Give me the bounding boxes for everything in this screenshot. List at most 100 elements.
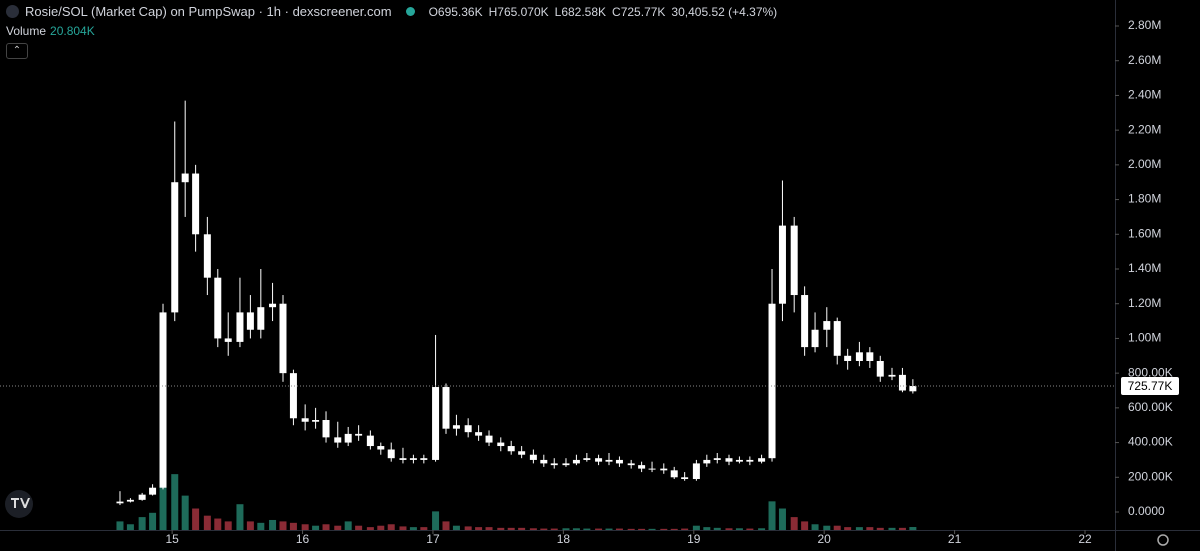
volume-bar bbox=[540, 528, 548, 530]
x-tick-label: 20 bbox=[818, 532, 832, 546]
y-tick-label: 200.00K bbox=[1128, 469, 1173, 483]
volume-bar bbox=[605, 528, 613, 530]
candle-body bbox=[725, 458, 733, 462]
volume-bar bbox=[334, 525, 342, 530]
volume-bar bbox=[257, 522, 265, 530]
volume-bar bbox=[203, 515, 211, 530]
y-tick-label: 1.60M bbox=[1128, 226, 1161, 240]
candle-body bbox=[399, 458, 407, 460]
candle-body bbox=[257, 307, 265, 330]
x-tick-label: 18 bbox=[557, 532, 571, 546]
volume-bar bbox=[322, 524, 330, 530]
volume-bar bbox=[660, 528, 668, 530]
candle-body bbox=[898, 374, 906, 391]
x-tick-label: 21 bbox=[948, 532, 962, 546]
y-tick-label: 400.00K bbox=[1128, 435, 1173, 449]
candle-body bbox=[344, 433, 352, 443]
settings-icon bbox=[1157, 534, 1169, 546]
volume-bar bbox=[159, 449, 167, 530]
volume-bar bbox=[823, 525, 831, 530]
logo-mark bbox=[11, 498, 30, 508]
volume-bar bbox=[452, 525, 460, 530]
volume-bar bbox=[138, 517, 146, 530]
volume-bar bbox=[811, 524, 819, 530]
volume-bar bbox=[355, 525, 363, 530]
candle-body bbox=[615, 459, 623, 464]
volume-bar bbox=[149, 512, 157, 530]
candle-body bbox=[464, 425, 472, 433]
ohlc-close: C725.77K bbox=[612, 4, 666, 19]
token-icon bbox=[6, 5, 19, 18]
candle-body bbox=[312, 420, 320, 422]
volume-bar bbox=[866, 527, 874, 530]
candle-body bbox=[409, 458, 417, 460]
volume-bar bbox=[562, 528, 570, 530]
volume-bar bbox=[289, 522, 297, 530]
volume-bar bbox=[485, 527, 493, 530]
volume-bar bbox=[507, 527, 515, 530]
volume-bar bbox=[746, 528, 754, 530]
candle-body bbox=[203, 234, 211, 278]
candle-body bbox=[648, 468, 656, 470]
volume-bar bbox=[181, 495, 189, 530]
candle-body bbox=[485, 435, 493, 443]
volume-bar bbox=[768, 501, 776, 530]
volume-bar bbox=[648, 528, 656, 530]
candle-body bbox=[758, 458, 766, 462]
x-tick-label: 19 bbox=[687, 532, 701, 546]
candle-body bbox=[638, 465, 646, 469]
ohlc-high: H765.070K bbox=[488, 4, 549, 19]
candle-body bbox=[366, 435, 374, 447]
candle-body bbox=[269, 303, 277, 308]
volume-bar bbox=[876, 527, 884, 530]
candle-body bbox=[595, 458, 603, 462]
x-tick-label: 22 bbox=[1078, 532, 1092, 546]
volume-bar bbox=[236, 504, 244, 530]
x-tick-label: 17 bbox=[426, 532, 440, 546]
volume-bar bbox=[224, 521, 232, 530]
candle-body bbox=[866, 352, 874, 361]
volume-bar bbox=[420, 527, 428, 530]
chart-title: Rosie/SOL (Market Cap) on PumpSwap · 1h … bbox=[25, 4, 392, 19]
candle-body bbox=[181, 173, 189, 183]
volume-bar bbox=[279, 521, 287, 530]
volume-bar bbox=[192, 508, 200, 530]
candle-body bbox=[550, 463, 558, 466]
candle-body bbox=[746, 459, 754, 462]
last-price-label: 725.77K bbox=[1128, 379, 1173, 393]
volume-bar bbox=[703, 527, 711, 530]
candle-body bbox=[735, 459, 743, 462]
candle-body bbox=[833, 321, 841, 356]
volume-bar bbox=[171, 474, 179, 530]
volume-bar bbox=[681, 528, 689, 530]
candle-body bbox=[562, 463, 570, 466]
y-tick-label: 2.20M bbox=[1128, 122, 1161, 136]
candle-body bbox=[420, 458, 428, 460]
y-tick-label: 1.20M bbox=[1128, 296, 1161, 310]
candle-body bbox=[171, 182, 179, 313]
candle-body bbox=[246, 312, 254, 330]
volume-bar bbox=[735, 528, 743, 530]
candle-body bbox=[713, 458, 721, 460]
candle-body bbox=[660, 468, 668, 471]
candle-body bbox=[442, 387, 450, 429]
y-tick-label: 1.80M bbox=[1128, 192, 1161, 206]
volume-bar bbox=[432, 511, 440, 530]
volume-bar bbox=[790, 517, 798, 530]
volume-bar bbox=[214, 518, 222, 530]
candle-body bbox=[432, 387, 440, 460]
volume-bar bbox=[387, 524, 395, 530]
candle-body bbox=[583, 458, 591, 460]
candle-body bbox=[192, 173, 200, 235]
candle-body bbox=[692, 463, 700, 480]
volume-bar bbox=[692, 525, 700, 530]
volume-last: 20.804K bbox=[50, 24, 95, 38]
y-tick-label: 0.0000 bbox=[1128, 504, 1165, 518]
collapse-button[interactable]: ⌃ bbox=[6, 43, 28, 59]
volume-bar bbox=[497, 527, 505, 530]
volume-bar bbox=[833, 525, 841, 530]
volume-bar bbox=[615, 528, 623, 530]
volume-bar bbox=[855, 527, 863, 530]
